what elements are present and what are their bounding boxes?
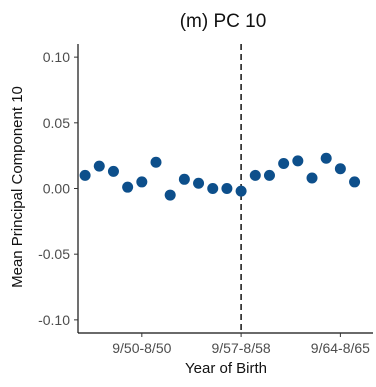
x-tick-label: 9/64-8/65 [311, 340, 370, 356]
y-axis-label: Mean Principal Component 10 [9, 86, 26, 288]
x-axis-ticks: 9/50-8/50 9/57-8/58 9/64-8/65 [112, 333, 370, 356]
data-point [107, 165, 119, 177]
chart-title: (m) PC 10 [180, 11, 267, 32]
data-point [292, 155, 304, 167]
data-point [263, 169, 275, 181]
data-points [79, 152, 361, 201]
y-tick-label: 0.00 [43, 181, 70, 197]
data-point [235, 185, 247, 197]
data-point [136, 176, 148, 188]
data-point [306, 172, 318, 184]
data-point [249, 169, 261, 181]
data-point [278, 158, 290, 170]
data-point [164, 189, 176, 201]
y-tick-label: 0.10 [43, 49, 70, 65]
data-point [207, 183, 219, 194]
data-point [93, 160, 105, 172]
data-point [320, 152, 332, 164]
x-axis-label: Year of Birth [185, 360, 267, 377]
y-tick-label: -0.05 [38, 246, 70, 262]
data-point [334, 163, 346, 175]
y-axis-ticks: 0.10 0.05 0.00 -0.05 -0.10 [38, 49, 78, 328]
x-tick-label: 9/50-8/50 [112, 340, 171, 356]
data-point [193, 177, 205, 189]
data-point [79, 169, 91, 181]
data-point [122, 181, 134, 193]
data-point [221, 183, 233, 194]
data-point [349, 176, 361, 188]
data-point [150, 156, 162, 168]
y-tick-label: 0.05 [43, 115, 70, 131]
y-tick-label: -0.10 [38, 312, 70, 328]
data-point [178, 173, 190, 185]
x-tick-label: 9/57-8/58 [212, 340, 271, 356]
